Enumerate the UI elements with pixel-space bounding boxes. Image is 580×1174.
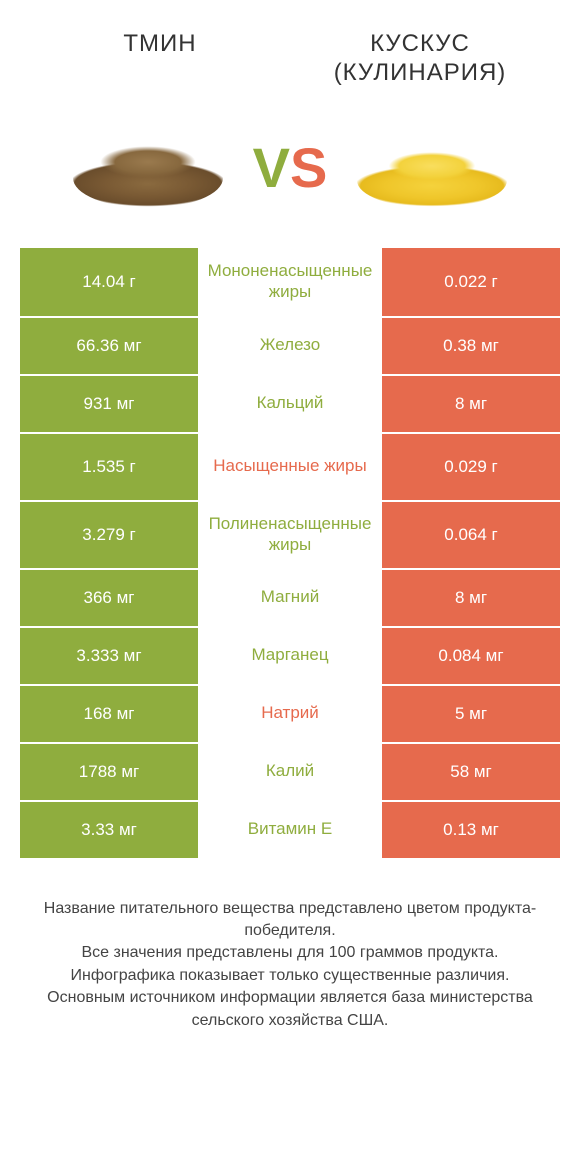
comparison-table: 14.04 гМононенасыщенные жиры0.022 г66.36…	[0, 248, 580, 858]
right-value: 0.13 мг	[380, 802, 560, 858]
couscous-icon	[357, 153, 507, 208]
table-row: 3.333 мгМарганец0.084 мг	[20, 626, 560, 684]
vs-label: VS	[253, 135, 328, 200]
nutrient-label: Насыщенные жиры	[200, 434, 380, 500]
table-row: 1788 мгКалий58 мг	[20, 742, 560, 800]
nutrient-label: Мононенасыщенные жиры	[200, 248, 380, 316]
right-title-line2: (КУЛИНАРИЯ)	[334, 59, 507, 86]
header: ТМИН КУСКУС (КУЛИНАРИЯ)	[0, 0, 580, 98]
nutrient-label: Калий	[200, 744, 380, 800]
vs-s: S	[290, 136, 327, 199]
left-value: 3.33 мг	[20, 802, 200, 858]
nutrient-label: Кальций	[200, 376, 380, 432]
footer-line-1: Название питательного вещества представл…	[24, 898, 556, 943]
footer-line-4: Основным источником информации является …	[24, 987, 556, 1032]
right-value: 0.064 г	[380, 502, 560, 568]
cumin-icon	[73, 148, 223, 208]
table-row: 3.33 мгВитамин E0.13 мг	[20, 800, 560, 858]
right-value: 0.38 мг	[380, 318, 560, 374]
table-row: 14.04 гМононенасыщенные жиры0.022 г	[20, 248, 560, 316]
right-title-line1: КУСКУС	[370, 30, 470, 57]
table-row: 1.535 гНасыщенные жиры0.029 г	[20, 432, 560, 500]
right-product-image	[347, 118, 517, 218]
left-value: 1.535 г	[20, 434, 200, 500]
nutrient-label: Железо	[200, 318, 380, 374]
footer-line-3: Инфографика показывает только существенн…	[24, 965, 556, 987]
left-value: 168 мг	[20, 686, 200, 742]
nutrient-label: Витамин E	[200, 802, 380, 858]
right-value: 5 мг	[380, 686, 560, 742]
nutrient-label: Магний	[200, 570, 380, 626]
nutrient-label: Натрий	[200, 686, 380, 742]
footer-line-2: Все значения представлены для 100 граммо…	[24, 942, 556, 964]
right-value: 8 мг	[380, 570, 560, 626]
vs-v: V	[253, 136, 290, 199]
table-row: 366 мгМагний8 мг	[20, 568, 560, 626]
nutrient-label: Полиненасыщенные жиры	[200, 502, 380, 568]
vs-row: VS	[0, 98, 580, 248]
right-value: 58 мг	[380, 744, 560, 800]
left-value: 931 мг	[20, 376, 200, 432]
left-value: 1788 мг	[20, 744, 200, 800]
left-value: 3.279 г	[20, 502, 200, 568]
left-value: 366 мг	[20, 570, 200, 626]
left-value: 3.333 мг	[20, 628, 200, 684]
table-row: 168 мгНатрий5 мг	[20, 684, 560, 742]
left-product-image	[63, 118, 233, 218]
left-value: 66.36 мг	[20, 318, 200, 374]
right-value: 0.029 г	[380, 434, 560, 500]
table-row: 3.279 гПолиненасыщенные жиры0.064 г	[20, 500, 560, 568]
right-value: 8 мг	[380, 376, 560, 432]
right-product-title: КУСКУС (КУЛИНАРИЯ)	[290, 30, 550, 88]
footer-notes: Название питательного вещества представл…	[0, 858, 580, 1032]
left-value: 14.04 г	[20, 248, 200, 316]
right-value: 0.022 г	[380, 248, 560, 316]
right-value: 0.084 мг	[380, 628, 560, 684]
table-row: 66.36 мгЖелезо0.38 мг	[20, 316, 560, 374]
nutrient-label: Марганец	[200, 628, 380, 684]
left-product-title: ТМИН	[30, 30, 290, 88]
table-row: 931 мгКальций8 мг	[20, 374, 560, 432]
